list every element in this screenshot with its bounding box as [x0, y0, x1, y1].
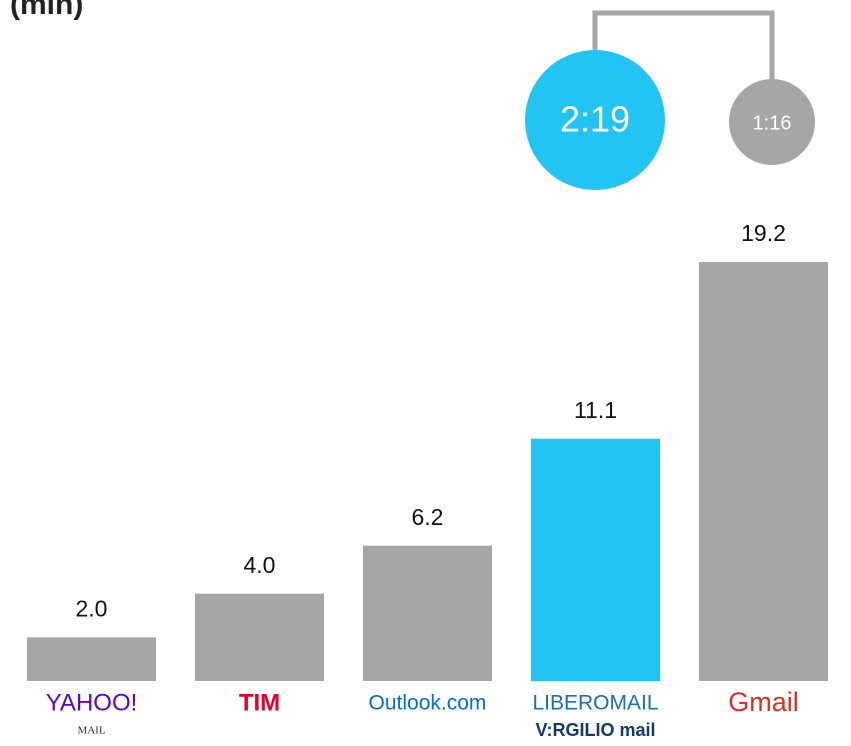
value-label: 4.0 — [244, 552, 276, 578]
annotation-bubble — [525, 50, 665, 190]
x-tick-label: MAIL — [77, 725, 105, 737]
bar — [531, 438, 660, 681]
bar — [363, 545, 492, 681]
bar — [699, 261, 828, 681]
bar — [195, 593, 324, 681]
x-tick-label: TIM — [239, 689, 280, 716]
x-tick-label: V:RGILIO mail — [535, 720, 655, 740]
annotation-bubble — [729, 79, 815, 165]
bar — [27, 637, 156, 681]
chart-title: (min) — [10, 0, 83, 21]
annotation-text: 1:16 — [753, 112, 792, 134]
value-label: 6.2 — [412, 504, 444, 530]
x-tick-label: LIBEROMAIL — [532, 692, 658, 715]
x-tick-label: Outlook.com — [369, 692, 487, 715]
x-tick-label: Gmail — [728, 687, 799, 717]
value-label: 19.2 — [741, 220, 786, 246]
bracket — [592, 10, 775, 80]
x-tick-label: YAHOO! — [46, 689, 138, 716]
value-label: 11.1 — [574, 397, 617, 423]
annotation-text: 2:19 — [560, 99, 630, 140]
value-label: 2.0 — [76, 595, 108, 621]
